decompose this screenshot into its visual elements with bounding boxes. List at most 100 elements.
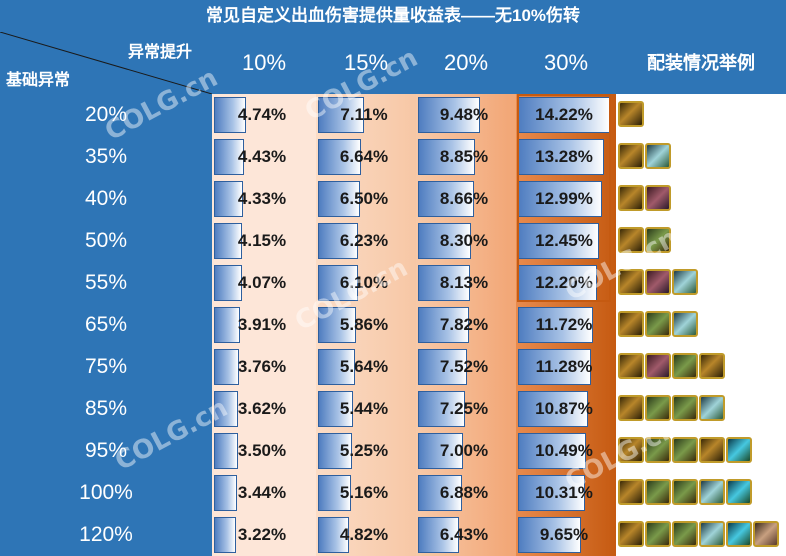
table-cell: 12.20% bbox=[518, 265, 610, 301]
table-cell: 4.74% bbox=[214, 97, 310, 133]
gold-bangle-icon bbox=[618, 395, 644, 421]
cell-value: 7.11% bbox=[340, 105, 388, 124]
cell-value: 3.91% bbox=[237, 315, 287, 334]
row-header: 95% bbox=[0, 430, 212, 472]
cell-value: 6.64% bbox=[339, 147, 389, 166]
equipment-icons bbox=[618, 391, 726, 427]
table-cell: 6.23% bbox=[318, 223, 410, 259]
data-bar bbox=[318, 139, 361, 175]
row-header: 40% bbox=[0, 178, 212, 220]
data-bar bbox=[418, 223, 471, 259]
data-bar bbox=[518, 391, 588, 427]
column-header-30: 30% bbox=[516, 32, 616, 94]
table-cell: 3.91% bbox=[214, 307, 310, 343]
cell-value: 7.25% bbox=[439, 399, 489, 418]
cell-value: 9.48% bbox=[439, 105, 489, 124]
silver-sword-icon bbox=[645, 479, 671, 505]
green-cloak-icon bbox=[672, 395, 698, 421]
table-cell: 11.28% bbox=[518, 349, 610, 385]
corner-header: 异常提升 基础异常 bbox=[0, 32, 212, 94]
silver-sword-icon bbox=[645, 395, 671, 421]
column-header-15: 15% bbox=[316, 32, 416, 94]
row-header: 50% bbox=[0, 220, 212, 262]
table-cell: 10.49% bbox=[518, 433, 610, 469]
data-bar bbox=[518, 181, 602, 217]
cell-value: 6.10% bbox=[339, 273, 389, 292]
data-bar bbox=[518, 139, 604, 175]
data-bar bbox=[214, 307, 240, 343]
cell-value: 11.72% bbox=[535, 315, 593, 334]
gold-bangle-icon bbox=[618, 143, 644, 169]
gold-bangle-icon bbox=[618, 437, 644, 463]
equipment-icons bbox=[618, 139, 672, 175]
cell-value: 10.87% bbox=[535, 399, 593, 418]
blue-gem-icon bbox=[726, 479, 752, 505]
data-bar bbox=[318, 181, 360, 217]
table-cell: 7.25% bbox=[418, 391, 510, 427]
cell-value: 5.86% bbox=[339, 315, 389, 334]
data-bar bbox=[214, 475, 237, 511]
table-cell: 11.72% bbox=[518, 307, 610, 343]
table-cell: 6.43% bbox=[418, 517, 510, 553]
table-cell: 10.87% bbox=[518, 391, 610, 427]
gold-bangle-icon bbox=[618, 269, 644, 295]
gold-bangle-icon bbox=[618, 101, 644, 127]
cell-value: 12.45% bbox=[535, 231, 593, 250]
data-bar bbox=[318, 391, 353, 427]
data-bar bbox=[418, 391, 465, 427]
gold-bangle-icon bbox=[618, 353, 644, 379]
cell-value: 3.22% bbox=[237, 525, 287, 544]
table-cell: 3.76% bbox=[214, 349, 310, 385]
data-bar bbox=[318, 517, 349, 553]
data-bar bbox=[214, 349, 239, 385]
data-bar bbox=[418, 265, 470, 301]
data-bar bbox=[214, 265, 242, 301]
blue-gem-icon bbox=[726, 521, 752, 547]
leather-bag-icon bbox=[753, 521, 779, 547]
data-bar bbox=[518, 97, 610, 133]
table-cell: 4.43% bbox=[214, 139, 310, 175]
table-cell: 6.50% bbox=[318, 181, 410, 217]
table-cell: 7.52% bbox=[418, 349, 510, 385]
row-header: 85% bbox=[0, 388, 212, 430]
data-bar bbox=[418, 181, 474, 217]
data-bar bbox=[214, 139, 244, 175]
cell-value: 5.44% bbox=[339, 399, 389, 418]
equipment-icons bbox=[618, 517, 780, 553]
table-cell: 8.30% bbox=[418, 223, 510, 259]
green-cloak-icon bbox=[672, 521, 698, 547]
data-bar bbox=[318, 265, 358, 301]
gold-bangle-icon bbox=[618, 227, 644, 253]
data-bar bbox=[318, 433, 352, 469]
table-cell: 8.66% bbox=[418, 181, 510, 217]
equipment-icons bbox=[618, 97, 645, 133]
table-cell: 5.44% bbox=[318, 391, 410, 427]
table-cell: 7.11% bbox=[318, 97, 410, 133]
table-cell: 7.82% bbox=[418, 307, 510, 343]
table-cell: 3.22% bbox=[214, 517, 310, 553]
data-bar bbox=[214, 391, 238, 427]
table-cell: 6.64% bbox=[318, 139, 410, 175]
cell-value: 9.65% bbox=[539, 525, 589, 544]
cell-value: 8.66% bbox=[439, 189, 489, 208]
cell-value: 7.82% bbox=[439, 315, 489, 334]
table-cell: 12.45% bbox=[518, 223, 610, 259]
cell-value: 10.49% bbox=[535, 441, 593, 460]
silver-sword-icon bbox=[645, 437, 671, 463]
equipment-icons bbox=[618, 307, 699, 343]
table-cell: 14.22% bbox=[518, 97, 610, 133]
column-header-example: 配装情况举例 bbox=[616, 32, 786, 94]
cell-value: 14.22% bbox=[535, 105, 593, 124]
cell-value: 4.43% bbox=[237, 147, 287, 166]
data-bar bbox=[214, 223, 242, 259]
table-cell: 8.85% bbox=[418, 139, 510, 175]
armor-piece-icon bbox=[645, 269, 671, 295]
equipment-icons bbox=[618, 349, 726, 385]
crystal-amulet-icon bbox=[672, 269, 698, 295]
row-axis-label: 基础异常 bbox=[6, 72, 71, 89]
crystal-amulet-icon bbox=[672, 311, 698, 337]
table-cell: 5.86% bbox=[318, 307, 410, 343]
column-header-10: 10% bbox=[212, 32, 316, 94]
cell-value: 8.30% bbox=[439, 231, 489, 250]
silver-sword-icon bbox=[645, 227, 671, 253]
